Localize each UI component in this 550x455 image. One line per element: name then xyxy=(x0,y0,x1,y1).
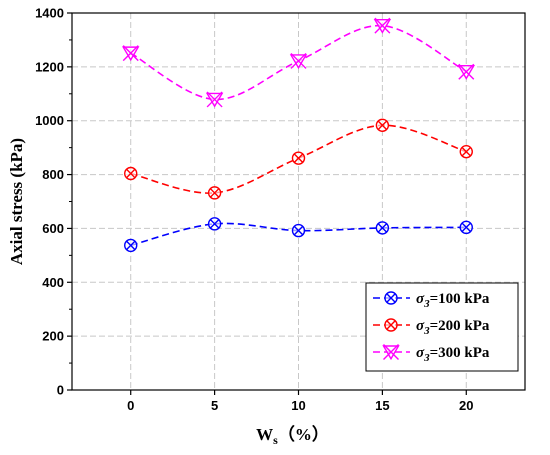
x-axis-title-unit: （%） xyxy=(278,424,329,444)
y-tick-label: 1000 xyxy=(35,113,64,128)
data-point xyxy=(291,223,306,238)
legend-swatch xyxy=(373,344,410,361)
x-tick-label: 20 xyxy=(459,398,473,413)
legend-marker xyxy=(384,318,398,332)
series-300 xyxy=(121,17,476,108)
data-point xyxy=(124,166,138,181)
data-point xyxy=(459,144,473,159)
data-point xyxy=(375,118,390,132)
y-tick-label: 400 xyxy=(42,275,64,290)
y-tick-label: 600 xyxy=(42,221,64,236)
y-tick-label: 1400 xyxy=(35,6,64,21)
data-point xyxy=(207,217,222,231)
data-point xyxy=(459,220,473,235)
data-point xyxy=(205,91,224,108)
x-axis-title-sub: s xyxy=(273,433,278,447)
axis-ticks xyxy=(67,12,467,395)
series-layer xyxy=(121,17,476,253)
legend-swatch xyxy=(373,291,410,305)
data-point xyxy=(373,17,392,34)
x-tick-label: 10 xyxy=(291,398,305,413)
series-200 xyxy=(124,118,473,200)
series-100 xyxy=(124,217,473,253)
legend-swatch xyxy=(373,318,410,332)
legend: σ3=100 kPa σ3=200 kPa σ3=300 kPa xyxy=(365,282,519,372)
legend-label: σ3=200 kPa xyxy=(416,318,490,337)
x-axis-title-main: W xyxy=(256,425,273,444)
data-point xyxy=(124,238,138,253)
y-tick-label: 0 xyxy=(57,383,64,398)
legend-label: σ3=300 kPa xyxy=(416,345,490,364)
legend-marker xyxy=(384,291,398,305)
legend-item-200: σ3=200 kPa xyxy=(373,318,490,337)
legend-item-300: σ3=300 kPa xyxy=(373,344,490,364)
legend-marker xyxy=(382,344,400,361)
x-tick-label: 5 xyxy=(211,398,218,413)
y-tick-label: 200 xyxy=(42,329,64,344)
x-tick-label: 0 xyxy=(127,398,134,413)
data-point xyxy=(121,45,140,62)
x-tick-label: 15 xyxy=(375,398,389,413)
data-point xyxy=(289,52,308,70)
y-axis-title: Axial stress (kPa) xyxy=(7,138,26,265)
data-point xyxy=(457,63,476,80)
data-point xyxy=(207,186,222,200)
x-axis-title: Ws（%） xyxy=(256,424,329,447)
legend-label: σ3=100 kPa xyxy=(416,291,490,310)
data-point xyxy=(375,221,390,235)
y-tick-label: 1200 xyxy=(35,59,64,74)
legend-item-100: σ3=100 kPa xyxy=(373,291,490,310)
data-point xyxy=(291,151,306,165)
y-tick-label: 800 xyxy=(42,167,64,182)
